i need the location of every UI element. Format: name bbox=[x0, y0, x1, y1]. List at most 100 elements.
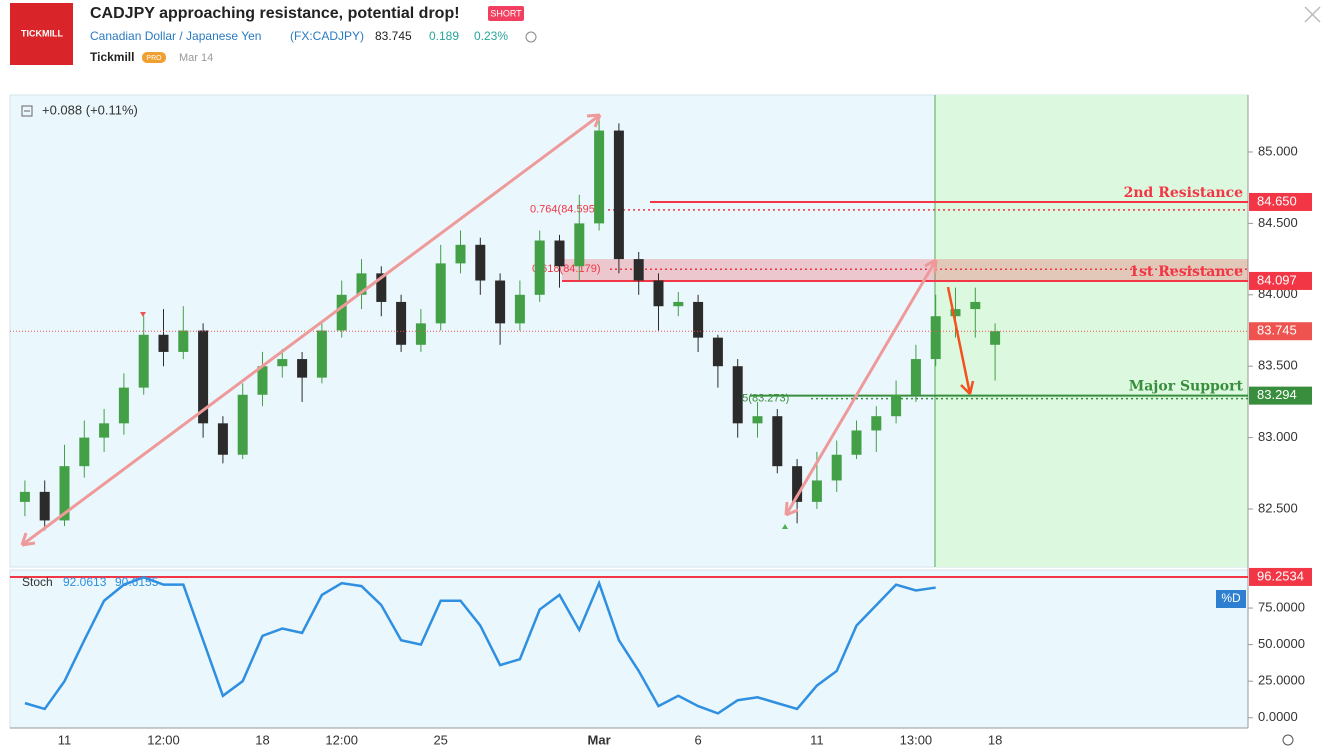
candle-body bbox=[990, 331, 1001, 345]
level-name: 2nd Resistance bbox=[1124, 185, 1243, 201]
candle-body bbox=[633, 259, 644, 281]
candle-body bbox=[396, 301, 407, 345]
candle-body bbox=[712, 337, 723, 367]
candle-body bbox=[455, 244, 466, 264]
candle-body bbox=[316, 330, 327, 378]
candle-body bbox=[336, 294, 347, 331]
level-axis-label: 84.650 bbox=[1257, 193, 1297, 208]
level-name: Major Support bbox=[1129, 379, 1244, 395]
close-button[interactable] bbox=[1304, 6, 1321, 23]
stoch-pane bbox=[9, 569, 1249, 729]
stoch-d: 90.6155 bbox=[115, 575, 159, 589]
candle-body bbox=[415, 323, 426, 345]
resistance-zone bbox=[562, 259, 1248, 281]
legend-change: +0.088 (+0.11%) bbox=[42, 102, 138, 117]
y-tick-label: 84.000 bbox=[1258, 286, 1298, 301]
drawings bbox=[20, 113, 938, 547]
candle-body bbox=[950, 309, 961, 317]
arrow-line bbox=[946, 286, 972, 395]
candle-body bbox=[178, 330, 189, 352]
y-tick-label: 25.0000 bbox=[1258, 673, 1305, 688]
x-tick-label: 11 bbox=[58, 732, 72, 747]
author[interactable]: Tickmill bbox=[90, 50, 134, 64]
drop-arrow bbox=[946, 286, 975, 395]
candle-body bbox=[772, 416, 783, 467]
x-tick-label: 12:00 bbox=[147, 732, 180, 747]
x-tick-label: 25 bbox=[433, 732, 447, 747]
y-tick-label: 50.0000 bbox=[1258, 636, 1305, 651]
author-badge bbox=[142, 52, 166, 63]
arrow-head bbox=[784, 258, 938, 517]
candle-body bbox=[99, 423, 110, 438]
x-tick-label: 12:00 bbox=[325, 732, 358, 747]
candle-body bbox=[693, 301, 704, 338]
badge-text: SHORT bbox=[490, 8, 522, 18]
change: 0.189 bbox=[429, 29, 459, 43]
logo bbox=[10, 3, 73, 65]
change-pct: 0.23% bbox=[474, 29, 508, 43]
candle-body bbox=[594, 130, 605, 224]
level-axis-label-box bbox=[1249, 192, 1312, 211]
last-price-label-box bbox=[1249, 322, 1312, 341]
pivot-marker bbox=[140, 312, 146, 317]
candle-body bbox=[653, 280, 664, 307]
candle-body bbox=[792, 466, 803, 502]
candle-body bbox=[39, 491, 50, 521]
candle-body bbox=[257, 366, 268, 395]
candle-body bbox=[435, 263, 446, 324]
y-tick-label: 83.500 bbox=[1258, 358, 1298, 373]
symbol-name[interactable]: Canadian Dollar / Japanese Yen bbox=[90, 29, 261, 43]
candle-body bbox=[198, 330, 209, 424]
candle-body bbox=[732, 366, 743, 424]
candle-body bbox=[871, 416, 882, 431]
stoch-level-label-box bbox=[1249, 567, 1312, 586]
candle-body bbox=[673, 301, 684, 307]
candle-body bbox=[19, 491, 30, 502]
last-price-label: 83.745 bbox=[1257, 323, 1297, 338]
y-tick-label: 85.000 bbox=[1258, 143, 1298, 158]
candle-body bbox=[158, 334, 169, 352]
stoch-line bbox=[24, 575, 936, 715]
stoch-badge bbox=[1216, 590, 1246, 608]
fib-label: 0.764(84.595) bbox=[530, 204, 599, 216]
candle-body bbox=[613, 130, 624, 260]
candle-body bbox=[930, 316, 941, 360]
stoch-k: 92.0613 bbox=[63, 575, 107, 589]
candle-body bbox=[118, 387, 129, 424]
candle-body bbox=[831, 454, 842, 481]
candle-body bbox=[811, 480, 822, 502]
candle-body bbox=[356, 273, 367, 295]
y-tick-label: 82.500 bbox=[1258, 500, 1298, 515]
candle-body bbox=[277, 359, 288, 367]
stoch-name: Stoch bbox=[22, 575, 53, 589]
y-tick-label: 84.500 bbox=[1258, 215, 1298, 230]
level-axis-label-box bbox=[1249, 386, 1312, 405]
settings-icon[interactable] bbox=[1282, 734, 1294, 746]
stoch-badge-text: %D bbox=[1221, 591, 1241, 605]
y-tick-label: 83.000 bbox=[1258, 429, 1298, 444]
x-tick-label: 18 bbox=[988, 732, 1002, 747]
fib-label: 0.5(83.273) bbox=[733, 393, 789, 405]
candle-body bbox=[574, 223, 585, 267]
level-axis-label: 83.294 bbox=[1257, 387, 1297, 402]
level-name: 1st Resistance bbox=[1129, 264, 1243, 280]
candle-body bbox=[910, 359, 921, 395]
trend-arrow bbox=[784, 259, 938, 516]
y-tick-label: 75.0000 bbox=[1258, 599, 1305, 614]
x-tick-label: 11 bbox=[810, 732, 824, 747]
x-tick-label: 13:00 bbox=[900, 732, 933, 747]
candle-body bbox=[237, 394, 248, 455]
arrow-head bbox=[960, 380, 975, 395]
price: 83.745 bbox=[375, 29, 412, 43]
y-tick-label: 0.0000 bbox=[1258, 709, 1298, 724]
collapse-button[interactable] bbox=[21, 105, 33, 117]
logo-text: TICKMILL bbox=[21, 28, 63, 38]
level-axis-label: 84.097 bbox=[1257, 272, 1297, 287]
candle-body bbox=[297, 359, 308, 378]
stoch-level-label: 96.2534 bbox=[1257, 568, 1304, 583]
symbol[interactable]: (FX:CADJPY) bbox=[290, 29, 364, 43]
candle-body bbox=[851, 430, 862, 455]
candle-body bbox=[79, 437, 90, 467]
alarm-icon[interactable] bbox=[525, 31, 537, 43]
